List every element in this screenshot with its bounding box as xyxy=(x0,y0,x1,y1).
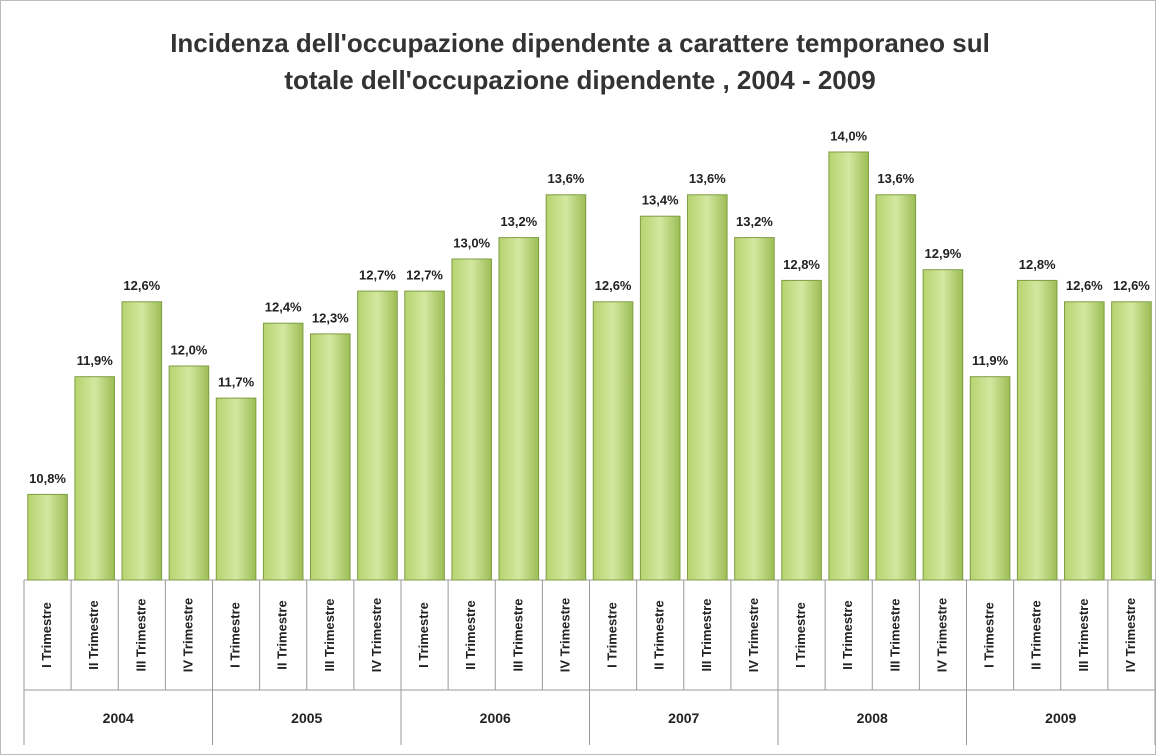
value-label: 12,7% xyxy=(406,268,443,283)
x-tick-label: II Trimestre xyxy=(275,600,290,669)
group-label: 2005 xyxy=(291,710,322,726)
x-tick-label: III Trimestre xyxy=(1076,599,1091,672)
value-label: 12,7% xyxy=(359,268,396,283)
x-tick-label: I Trimestre xyxy=(605,602,620,668)
value-label: 12,0% xyxy=(171,342,208,357)
x-tick-label: III Trimestre xyxy=(699,599,714,672)
value-label: 12,6% xyxy=(123,278,160,293)
bar xyxy=(357,290,398,581)
group-label: 2006 xyxy=(480,710,511,726)
value-label: 11,9% xyxy=(77,353,114,368)
bar xyxy=(734,237,775,581)
value-label: 13,6% xyxy=(689,171,726,186)
bar xyxy=(1016,279,1058,581)
bar xyxy=(262,322,304,581)
value-label: 13,6% xyxy=(548,171,585,186)
bar xyxy=(545,194,587,581)
value-label: 11,9% xyxy=(972,353,1009,368)
value-label: 12,6% xyxy=(1066,278,1103,293)
bar xyxy=(498,237,540,581)
group-label: 2007 xyxy=(668,710,699,726)
value-label: 12,6% xyxy=(1113,278,1150,293)
group-label: 2008 xyxy=(857,710,888,726)
group-label: 2004 xyxy=(103,710,134,726)
value-label: 12,3% xyxy=(312,310,349,325)
bar xyxy=(969,376,1011,581)
bar xyxy=(922,269,964,581)
x-tick-label: I Trimestre xyxy=(793,602,808,668)
x-tick-label: I Trimestre xyxy=(416,602,431,668)
bar xyxy=(592,301,634,581)
value-label: 11,7% xyxy=(218,375,255,390)
value-label: 12,8% xyxy=(783,257,820,272)
bar xyxy=(215,397,257,581)
x-tick-label: III Trimestre xyxy=(133,599,148,672)
bar xyxy=(310,333,351,581)
x-tick-label: I Trimestre xyxy=(39,602,54,668)
x-tick-label: I Trimestre xyxy=(228,602,243,668)
x-tick-label: III Trimestre xyxy=(510,599,525,672)
bar xyxy=(27,493,68,581)
value-label: 13,6% xyxy=(877,171,914,186)
value-label: 13,2% xyxy=(736,214,773,229)
bar xyxy=(451,258,492,581)
value-label: 12,9% xyxy=(925,246,962,261)
chart-title: totale dell'occupazione dipendente , 200… xyxy=(284,65,875,95)
bar xyxy=(639,215,681,581)
bar xyxy=(74,376,115,581)
bar xyxy=(687,194,728,581)
bar xyxy=(168,365,210,581)
x-tick-label: IV Trimestre xyxy=(1123,598,1138,672)
bar xyxy=(121,301,163,581)
value-label: 12,8% xyxy=(1019,257,1056,272)
x-tick-label: III Trimestre xyxy=(887,599,902,672)
x-tick-label: IV Trimestre xyxy=(557,598,572,672)
bar xyxy=(1111,301,1152,581)
bar xyxy=(404,290,445,581)
bar xyxy=(875,194,917,581)
bar xyxy=(781,279,822,581)
x-tick-label: IV Trimestre xyxy=(180,598,195,672)
x-tick-label: II Trimestre xyxy=(652,600,667,669)
x-tick-label: IV Trimestre xyxy=(934,598,949,672)
x-tick-label: II Trimestre xyxy=(86,600,101,669)
value-label: 14,0% xyxy=(830,128,867,143)
value-label: 13,4% xyxy=(642,193,679,208)
value-label: 10,8% xyxy=(29,471,66,486)
x-tick-label: II Trimestre xyxy=(1029,600,1044,669)
x-tick-label: IV Trimestre xyxy=(369,598,384,672)
value-label: 13,2% xyxy=(500,214,537,229)
bar xyxy=(828,151,869,581)
bar xyxy=(1064,301,1105,581)
value-label: 12,6% xyxy=(595,278,632,293)
value-label: 13,0% xyxy=(453,235,490,250)
group-label: 2009 xyxy=(1045,710,1076,726)
chart-title: Incidenza dell'occupazione dipendente a … xyxy=(170,28,990,58)
x-tick-label: IV Trimestre xyxy=(746,598,761,672)
x-tick-label: II Trimestre xyxy=(840,600,855,669)
value-label: 12,4% xyxy=(265,300,302,315)
x-tick-label: III Trimestre xyxy=(322,599,337,672)
x-tick-label: I Trimestre xyxy=(982,602,997,668)
x-tick-label: II Trimestre xyxy=(463,600,478,669)
